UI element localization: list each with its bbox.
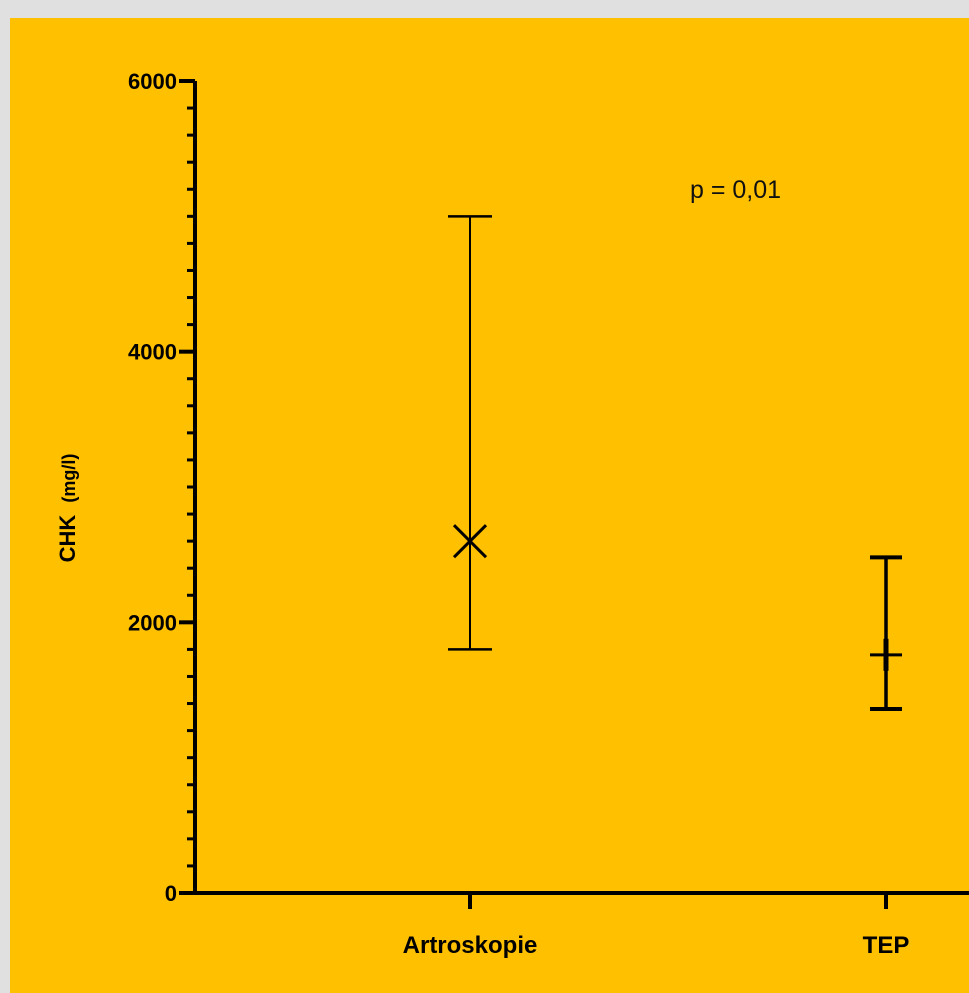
y-axis-title-unit: (mg/l) xyxy=(59,454,79,503)
plot-panel: 0 2000 4000 6000 Artroskopie TEP CHK (mg/l) … xyxy=(10,18,969,993)
y-axis: 0 2000 4000 6000 xyxy=(128,69,197,906)
x-marker xyxy=(452,524,488,559)
x-axis: Artroskopie TEP xyxy=(193,891,969,959)
y-tick-label: 2000 xyxy=(128,610,177,635)
point-artroskopie xyxy=(448,215,492,651)
x-tick-label: TEP xyxy=(863,932,910,959)
y-tick-label: 6000 xyxy=(128,69,177,94)
y-tick-label: 4000 xyxy=(128,340,177,365)
point-tep xyxy=(870,555,902,711)
y-axis-title-main: CHK xyxy=(55,515,80,563)
data-points xyxy=(448,215,902,711)
y-axis-title: CHK (mg/l) xyxy=(55,454,80,563)
y-tick-label: 0 xyxy=(165,881,177,906)
x-tick-label: Artroskopie xyxy=(403,932,538,959)
p-value-annotation: p = 0,01 xyxy=(690,176,781,204)
